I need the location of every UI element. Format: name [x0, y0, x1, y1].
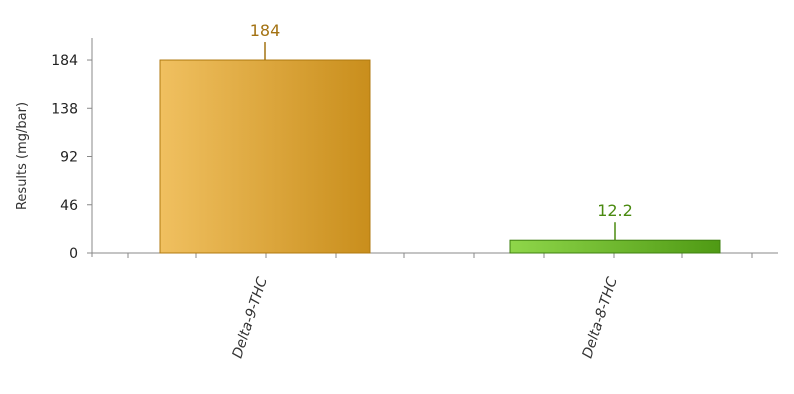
y-axis-title: Results (mg/bar): [15, 102, 30, 210]
bar-delta-9-thc[interactable]: [159, 59, 371, 254]
y-tick-label: 184: [51, 53, 78, 69]
data-label: 184: [250, 21, 281, 40]
category-label: Delta-8-THC: [580, 275, 621, 360]
bar-delta-8-thc[interactable]: [509, 239, 721, 254]
y-tick-label: 0: [69, 246, 78, 262]
y-tick-label: 46: [60, 198, 78, 214]
data-label: 12.2: [597, 201, 633, 220]
y-tick-label: 92: [60, 150, 78, 166]
category-label: Delta-9-THC: [230, 275, 271, 360]
y-tick-label: 138: [51, 101, 78, 117]
